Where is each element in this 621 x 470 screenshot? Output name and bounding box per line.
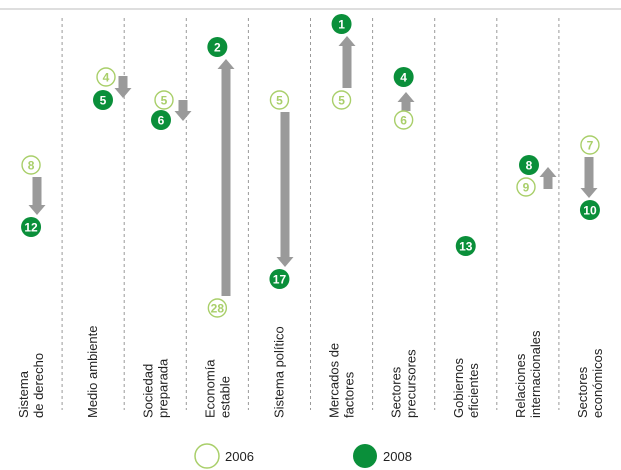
legend-marker-2006 <box>194 443 220 469</box>
change-arrows <box>28 36 598 296</box>
rank-2008-value: 13 <box>459 240 473 254</box>
change-arrow-0 <box>28 177 46 215</box>
legend-item-2006: 2006 <box>194 443 254 469</box>
change-arrow-3 <box>217 59 235 296</box>
rank-2008-value: 1 <box>338 18 345 32</box>
rank-2008-marker <box>207 37 228 57</box>
rank-2008-marker <box>455 236 476 256</box>
rank-2006-value: 4 <box>103 71 110 85</box>
column-label-line: Mercados de <box>327 343 342 418</box>
legend-item-2008: 2008 <box>353 444 412 468</box>
column-label-line: Sectores <box>389 366 404 418</box>
rank-2008-marker <box>393 67 414 87</box>
column-labels: Sistema de derecho Medio ambiente Sociedad p… <box>16 326 605 419</box>
change-arrow-5 <box>338 36 356 88</box>
column-label-line: de derecho <box>31 353 46 418</box>
change-arrow-1 <box>114 76 132 98</box>
column-label-line: estable <box>217 376 232 418</box>
change-arrow-9 <box>580 157 598 198</box>
rank-2006-value: 6 <box>400 114 407 128</box>
rank-2008-marker <box>21 217 42 237</box>
rank-2006-marker <box>580 135 600 155</box>
rank-2006-value: 28 <box>211 302 225 316</box>
rank-2006-marker <box>207 298 228 318</box>
column-label-line: factores <box>342 371 357 418</box>
column-label-8: Relaciones internacionales <box>513 330 543 418</box>
column-label-4: Sistema político <box>271 326 286 418</box>
column-label-6: Sectores precursores <box>389 349 419 418</box>
rank-2008-marker <box>269 269 290 289</box>
rank-2008-value: 8 <box>526 159 533 173</box>
column-label-7: Gobiernos eficientes <box>451 358 481 418</box>
rank-2006-value: 5 <box>276 94 283 108</box>
rank-2006-marker <box>96 67 116 87</box>
column-label-1: Medio ambiente <box>85 326 100 419</box>
rank-2006-value: 9 <box>523 181 530 195</box>
rank-2008-value: 17 <box>273 273 287 287</box>
rank-2006-value: 8 <box>28 159 35 173</box>
change-arrow-6 <box>397 92 415 111</box>
rank-2006-marker <box>331 90 352 110</box>
column-label-line: Relaciones <box>513 353 528 418</box>
rank-2006-value: 5 <box>338 94 345 108</box>
column-label-line: Medio ambiente <box>85 326 100 419</box>
rank-2008-marker <box>519 155 539 175</box>
column-label-line: económicos <box>590 348 605 418</box>
change-arrow-4 <box>276 112 294 267</box>
column-label-3: Economía estable <box>202 359 232 418</box>
rank-2008-value: 6 <box>158 114 165 128</box>
column-label-line: Gobiernos <box>451 358 466 418</box>
rank-2008-marker <box>93 90 113 110</box>
rank-2006-marker <box>516 177 536 197</box>
column-label-0: Sistema de derecho <box>16 353 46 418</box>
rank-2006-value: 7 <box>587 139 594 153</box>
legend: 2006 2008 <box>194 443 412 469</box>
column-label-9: Sectores económicos <box>575 348 605 418</box>
legend-label-2006: 2006 <box>225 449 254 464</box>
column-label-2: Sociedad preparada <box>140 358 170 418</box>
legend-marker-2008 <box>353 444 377 468</box>
column-label-line: eficientes <box>466 363 481 418</box>
rank-2008-value: 2 <box>214 41 221 55</box>
rank-2006-marker <box>21 155 41 175</box>
column-dividers <box>61 18 560 410</box>
rank-markers: 8 12 4 5 5 6 28 2 5 17 5 1 6 4 13 9 8 7 10 <box>21 14 600 318</box>
rank-2008-marker <box>579 200 600 220</box>
column-label-line: Sectores <box>575 366 590 418</box>
rank-2006-marker <box>269 90 290 110</box>
column-label-line: Economía <box>202 359 217 418</box>
rank-2006-marker <box>154 90 174 110</box>
legend-label-2008: 2008 <box>383 449 412 464</box>
change-arrow-2 <box>174 100 192 121</box>
column-label-line: Sociedad <box>140 364 155 418</box>
column-label-line: internacionales <box>528 330 543 418</box>
rank-2008-marker <box>151 110 171 130</box>
rank-2008-marker <box>331 14 352 34</box>
rank-2008-value: 12 <box>24 221 38 235</box>
column-label-line: Sistema <box>16 370 31 418</box>
rank-2008-value: 10 <box>583 204 597 218</box>
rank-2006-value: 5 <box>161 94 168 108</box>
rank-2006-marker <box>393 110 414 130</box>
column-label-line: precursores <box>404 349 419 418</box>
column-label-line: Sistema político <box>271 326 286 418</box>
column-label-5: Mercados de factores <box>327 343 357 418</box>
change-arrow-8 <box>539 167 557 189</box>
rank-2008-value: 4 <box>400 71 407 85</box>
column-label-line: preparada <box>155 358 170 418</box>
rank-2008-value: 5 <box>100 94 107 108</box>
